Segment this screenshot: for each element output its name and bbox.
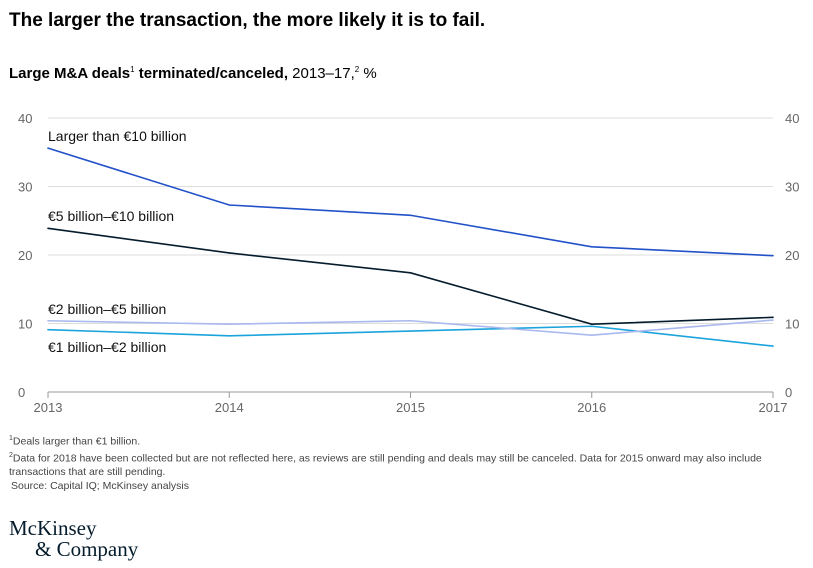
- y-tick-label-right: 40: [785, 111, 799, 126]
- y-tick-label-left: 30: [18, 180, 32, 195]
- footnote-ref-1: 1: [130, 65, 135, 74]
- footnote-1-marker: 1: [9, 435, 13, 442]
- x-tick-label: 2016: [577, 400, 606, 415]
- subtitle-unit: %: [359, 65, 377, 82]
- data-point: [47, 147, 49, 149]
- logo-line-2: & Company: [35, 537, 139, 561]
- y-tick-label-left: 10: [18, 317, 32, 332]
- data-point: [409, 214, 412, 217]
- data-point: [590, 334, 593, 336]
- y-tick-label-right: 20: [785, 248, 799, 263]
- y-tick-label-right: 0: [785, 385, 792, 400]
- data-point: [47, 227, 49, 230]
- source-note: Source: Capital IQ; McKinsey analysis: [11, 480, 189, 492]
- logo-line-1: McKinsey: [9, 516, 97, 540]
- data-point: [590, 325, 593, 328]
- footnote-2-text: Data for 2018 have been collected but ar…: [9, 452, 762, 478]
- footnote-1: 1Deals larger than €1 billion.: [9, 432, 799, 449]
- series-label: €1 billion–€2 billion: [48, 339, 166, 355]
- series-label: €5 billion–€10 billion: [48, 208, 174, 224]
- data-point: [228, 252, 231, 254]
- data-point: [590, 323, 593, 325]
- series-label: Larger than €10 billion: [48, 128, 187, 144]
- x-tick-label: 2013: [34, 400, 63, 415]
- data-point: [590, 245, 593, 248]
- x-tick-label: 2015: [396, 400, 425, 415]
- footnote-1-text: Deals larger than €1 billion.: [12, 435, 141, 448]
- x-tick-label: 2017: [759, 400, 788, 415]
- series-line: [47, 147, 774, 257]
- chart-title: The larger the transaction, the more lik…: [9, 10, 486, 31]
- data-point: [772, 319, 774, 321]
- y-tick-label-left: 0: [18, 385, 25, 400]
- series-label: €2 billion–€5 billion: [48, 301, 166, 317]
- footnote-ref-2: 2: [354, 65, 360, 74]
- data-point: [772, 316, 774, 319]
- data-point: [409, 272, 412, 274]
- y-tick-label-left: 40: [18, 111, 32, 126]
- subtitle-bold-2: terminated/canceled,: [134, 65, 289, 82]
- y-tick-label-right: 30: [785, 180, 799, 195]
- data-point: [772, 345, 774, 347]
- data-point: [228, 323, 231, 325]
- footnote-2: 2Data for 2018 have been collected but a…: [9, 449, 799, 480]
- mckinsey-logo: McKinsey & Company: [9, 518, 138, 560]
- subtitle-range: 2013–17,: [288, 65, 355, 82]
- data-point: [228, 335, 231, 337]
- data-point: [47, 328, 49, 331]
- y-tick-label-right: 10: [785, 317, 799, 332]
- footnote-2-marker: 2: [9, 451, 13, 459]
- data-point: [228, 204, 231, 206]
- chart-subtitle: Large M&A deals1 terminated/canceled, 20…: [9, 65, 377, 82]
- line-chart: 0 0 10 10 20 20 30 30 40 40 2013 2014 2015 2016 2017 La…: [18, 111, 799, 415]
- data-point: [409, 330, 412, 332]
- data-point: [409, 319, 412, 322]
- subtitle-bold: Large M&A deals: [9, 65, 131, 82]
- data-point: [772, 254, 774, 257]
- footnotes: 1Deals larger than €1 billion. 2Data for…: [9, 432, 799, 493]
- y-tick-label-left: 20: [18, 248, 32, 263]
- data-point: [47, 319, 49, 322]
- x-tick-label: 2014: [215, 400, 244, 415]
